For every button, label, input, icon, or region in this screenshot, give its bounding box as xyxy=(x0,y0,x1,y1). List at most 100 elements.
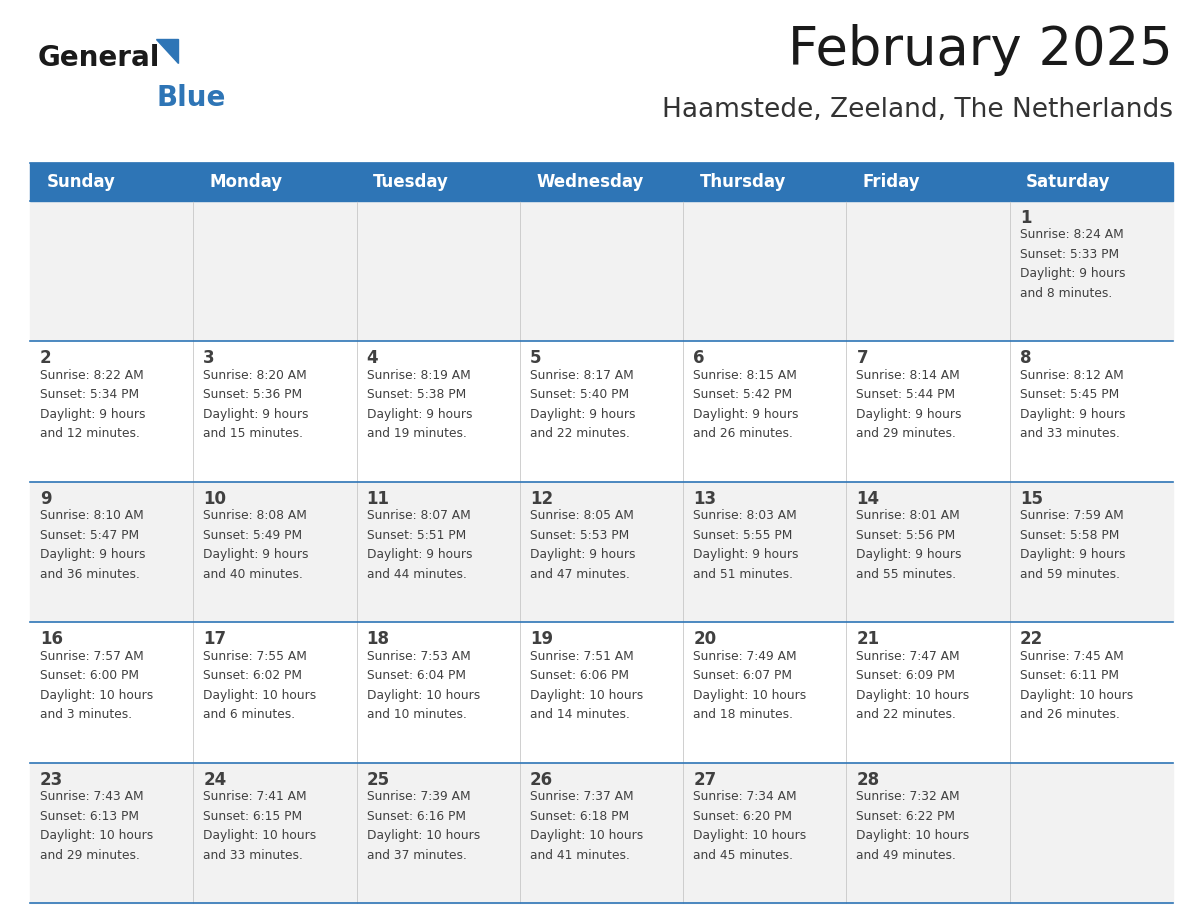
Bar xyxy=(30,341,1173,482)
Text: Daylight: 9 hours: Daylight: 9 hours xyxy=(857,408,962,420)
Text: Tuesday: Tuesday xyxy=(373,173,449,191)
Text: Daylight: 10 hours: Daylight: 10 hours xyxy=(1019,688,1133,701)
Bar xyxy=(30,763,1173,903)
Text: Daylight: 9 hours: Daylight: 9 hours xyxy=(857,548,962,561)
Text: Sunset: 6:13 PM: Sunset: 6:13 PM xyxy=(40,810,139,823)
Text: and 36 minutes.: and 36 minutes. xyxy=(40,568,140,581)
Text: Sunrise: 8:24 AM: Sunrise: 8:24 AM xyxy=(1019,229,1124,241)
Text: Sunrise: 8:14 AM: Sunrise: 8:14 AM xyxy=(857,369,960,382)
Text: Daylight: 10 hours: Daylight: 10 hours xyxy=(203,688,316,701)
Text: and 29 minutes.: and 29 minutes. xyxy=(857,428,956,441)
Text: and 55 minutes.: and 55 minutes. xyxy=(857,568,956,581)
Text: Sunrise: 8:15 AM: Sunrise: 8:15 AM xyxy=(693,369,797,382)
Text: Sunset: 6:00 PM: Sunset: 6:00 PM xyxy=(40,669,139,682)
Text: 4: 4 xyxy=(367,350,378,367)
Text: Thursday: Thursday xyxy=(700,173,785,191)
Text: 25: 25 xyxy=(367,770,390,789)
Text: 2: 2 xyxy=(40,350,51,367)
Text: Sunset: 5:56 PM: Sunset: 5:56 PM xyxy=(857,529,955,542)
Text: Sunrise: 8:12 AM: Sunrise: 8:12 AM xyxy=(1019,369,1124,382)
Text: Sunrise: 7:45 AM: Sunrise: 7:45 AM xyxy=(1019,650,1124,663)
Text: Sunday: Sunday xyxy=(46,173,115,191)
Text: 14: 14 xyxy=(857,490,879,508)
Text: and 47 minutes.: and 47 minutes. xyxy=(530,568,630,581)
Text: and 29 minutes.: and 29 minutes. xyxy=(40,848,140,862)
Text: Sunset: 5:34 PM: Sunset: 5:34 PM xyxy=(40,388,139,401)
Text: Daylight: 10 hours: Daylight: 10 hours xyxy=(530,688,643,701)
Text: Sunset: 5:44 PM: Sunset: 5:44 PM xyxy=(857,388,955,401)
Text: Daylight: 9 hours: Daylight: 9 hours xyxy=(367,408,472,420)
Text: Sunrise: 7:32 AM: Sunrise: 7:32 AM xyxy=(857,790,960,803)
Text: Sunrise: 7:34 AM: Sunrise: 7:34 AM xyxy=(693,790,797,803)
Text: 17: 17 xyxy=(203,630,227,648)
Bar xyxy=(30,163,1173,201)
Text: Daylight: 9 hours: Daylight: 9 hours xyxy=(530,408,636,420)
Text: 13: 13 xyxy=(693,490,716,508)
Text: Saturday: Saturday xyxy=(1026,173,1111,191)
Text: 18: 18 xyxy=(367,630,390,648)
Text: 9: 9 xyxy=(40,490,51,508)
Text: and 22 minutes.: and 22 minutes. xyxy=(857,708,956,722)
Text: Daylight: 10 hours: Daylight: 10 hours xyxy=(693,829,807,842)
Text: Daylight: 10 hours: Daylight: 10 hours xyxy=(693,688,807,701)
Text: Sunset: 6:06 PM: Sunset: 6:06 PM xyxy=(530,669,628,682)
Text: and 10 minutes.: and 10 minutes. xyxy=(367,708,467,722)
Text: 10: 10 xyxy=(203,490,226,508)
Text: Sunrise: 8:10 AM: Sunrise: 8:10 AM xyxy=(40,509,144,522)
Text: 8: 8 xyxy=(1019,350,1031,367)
Text: and 40 minutes.: and 40 minutes. xyxy=(203,568,303,581)
Text: Sunrise: 7:51 AM: Sunrise: 7:51 AM xyxy=(530,650,633,663)
Text: 26: 26 xyxy=(530,770,552,789)
Text: Sunrise: 8:22 AM: Sunrise: 8:22 AM xyxy=(40,369,144,382)
Text: Daylight: 10 hours: Daylight: 10 hours xyxy=(367,688,480,701)
Bar xyxy=(30,482,1173,622)
Text: and 59 minutes.: and 59 minutes. xyxy=(1019,568,1120,581)
Text: Monday: Monday xyxy=(209,173,283,191)
Text: Sunset: 5:51 PM: Sunset: 5:51 PM xyxy=(367,529,466,542)
Text: Sunset: 6:15 PM: Sunset: 6:15 PM xyxy=(203,810,303,823)
Text: Sunrise: 8:20 AM: Sunrise: 8:20 AM xyxy=(203,369,307,382)
Text: Daylight: 9 hours: Daylight: 9 hours xyxy=(40,408,145,420)
Text: and 19 minutes.: and 19 minutes. xyxy=(367,428,467,441)
Text: 22: 22 xyxy=(1019,630,1043,648)
Text: 1: 1 xyxy=(1019,209,1031,227)
Text: Sunrise: 7:55 AM: Sunrise: 7:55 AM xyxy=(203,650,308,663)
Text: and 49 minutes.: and 49 minutes. xyxy=(857,848,956,862)
Text: Sunrise: 8:03 AM: Sunrise: 8:03 AM xyxy=(693,509,797,522)
Text: 15: 15 xyxy=(1019,490,1043,508)
Text: 5: 5 xyxy=(530,350,542,367)
Text: and 18 minutes.: and 18 minutes. xyxy=(693,708,794,722)
Text: Sunrise: 8:08 AM: Sunrise: 8:08 AM xyxy=(203,509,308,522)
Text: Haamstede, Zeeland, The Netherlands: Haamstede, Zeeland, The Netherlands xyxy=(662,97,1173,123)
Text: Sunrise: 7:49 AM: Sunrise: 7:49 AM xyxy=(693,650,797,663)
Text: Sunset: 6:16 PM: Sunset: 6:16 PM xyxy=(367,810,466,823)
Text: 28: 28 xyxy=(857,770,879,789)
Text: and 15 minutes.: and 15 minutes. xyxy=(203,428,303,441)
Text: and 33 minutes.: and 33 minutes. xyxy=(203,848,303,862)
Text: General: General xyxy=(38,44,160,72)
Text: Daylight: 10 hours: Daylight: 10 hours xyxy=(40,688,153,701)
Text: and 3 minutes.: and 3 minutes. xyxy=(40,708,132,722)
Text: and 33 minutes.: and 33 minutes. xyxy=(1019,428,1119,441)
Text: Sunrise: 7:37 AM: Sunrise: 7:37 AM xyxy=(530,790,633,803)
Text: Daylight: 9 hours: Daylight: 9 hours xyxy=(203,408,309,420)
Text: 6: 6 xyxy=(693,350,704,367)
Text: 27: 27 xyxy=(693,770,716,789)
Text: Sunset: 6:18 PM: Sunset: 6:18 PM xyxy=(530,810,628,823)
Text: and 6 minutes.: and 6 minutes. xyxy=(203,708,296,722)
Text: Daylight: 9 hours: Daylight: 9 hours xyxy=(693,408,798,420)
Text: 20: 20 xyxy=(693,630,716,648)
Text: and 12 minutes.: and 12 minutes. xyxy=(40,428,140,441)
Text: Sunset: 5:42 PM: Sunset: 5:42 PM xyxy=(693,388,792,401)
Text: Sunset: 5:45 PM: Sunset: 5:45 PM xyxy=(1019,388,1119,401)
Bar xyxy=(30,622,1173,763)
Text: Sunset: 6:09 PM: Sunset: 6:09 PM xyxy=(857,669,955,682)
Text: Sunset: 5:55 PM: Sunset: 5:55 PM xyxy=(693,529,792,542)
Text: and 51 minutes.: and 51 minutes. xyxy=(693,568,794,581)
Text: Daylight: 10 hours: Daylight: 10 hours xyxy=(530,829,643,842)
Text: Daylight: 10 hours: Daylight: 10 hours xyxy=(203,829,316,842)
Text: Daylight: 10 hours: Daylight: 10 hours xyxy=(857,829,969,842)
Text: Sunset: 6:02 PM: Sunset: 6:02 PM xyxy=(203,669,302,682)
Text: 12: 12 xyxy=(530,490,552,508)
Text: Sunset: 6:20 PM: Sunset: 6:20 PM xyxy=(693,810,792,823)
